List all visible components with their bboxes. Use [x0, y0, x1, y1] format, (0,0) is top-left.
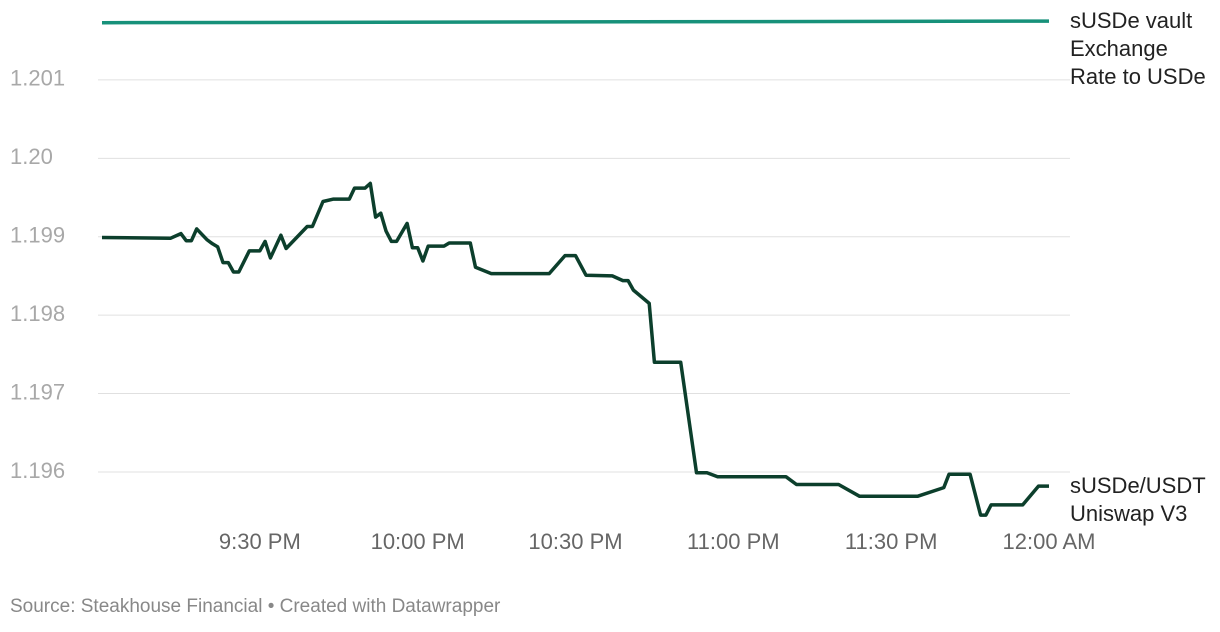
- x-tick-label: 9:30 PM: [219, 529, 301, 554]
- x-tick-label: 11:00 PM: [687, 529, 780, 554]
- y-tick-label: 1.198: [10, 301, 65, 326]
- y-tick-label: 1.197: [10, 379, 65, 404]
- y-tick-label: 1.20: [10, 144, 53, 169]
- x-tick-label: 12:00 AM: [1003, 529, 1096, 554]
- series-label: sUSDe/USDT Uniswap V3: [1070, 473, 1206, 527]
- y-tick-label: 1.201: [10, 66, 65, 91]
- x-tick-label: 10:00 PM: [371, 529, 465, 554]
- series-line: [101, 181, 1049, 517]
- x-tick-label: 11:30 PM: [845, 529, 938, 554]
- source-note: Source: Steakhouse Financial • Created w…: [10, 596, 501, 617]
- y-tick-label: 1.199: [10, 223, 65, 248]
- series-label: sUSDe vault Exchange Rate to USDe: [1070, 8, 1206, 90]
- x-tick-label: 10:30 PM: [528, 529, 622, 554]
- series-line: [101, 19, 1050, 25]
- y-tick-label: 1.196: [10, 458, 65, 483]
